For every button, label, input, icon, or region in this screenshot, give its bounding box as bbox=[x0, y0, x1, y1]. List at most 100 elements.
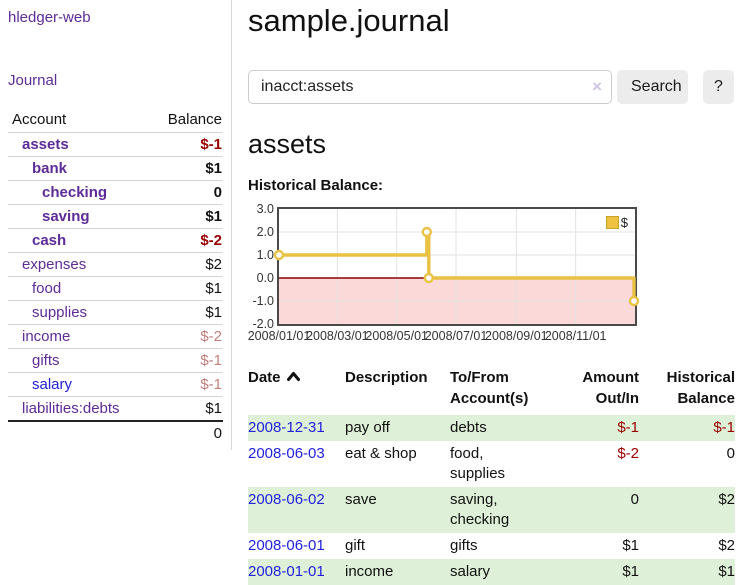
transaction-description: save bbox=[345, 491, 377, 508]
transaction-accounts: food, supplies bbox=[450, 445, 506, 482]
account-row: bank $1 bbox=[8, 156, 223, 181]
x-tick-label: 2008/11/01 bbox=[544, 329, 607, 343]
account-row: assets $-1 bbox=[8, 132, 223, 157]
account-link[interactable]: gifts bbox=[32, 352, 60, 369]
clear-search-icon[interactable]: × bbox=[592, 77, 602, 96]
app-title-link[interactable]: hledger-web bbox=[8, 9, 91, 26]
legend-label: $ bbox=[620, 215, 628, 230]
account-row: checking 0 bbox=[8, 180, 223, 205]
search-button[interactable]: Search bbox=[617, 70, 688, 104]
transaction-description: gift bbox=[345, 537, 366, 554]
register-header-row: Date Description To/From Account(s) Amou… bbox=[248, 365, 735, 415]
x-tick-label: 2008/03/01 bbox=[306, 329, 369, 343]
account-balance: $-1 bbox=[148, 372, 223, 397]
account-balance: $1 bbox=[148, 156, 223, 181]
transaction-date-link[interactable]: 2008-01-01 bbox=[248, 563, 325, 580]
account-link[interactable]: checking bbox=[42, 184, 108, 201]
account-balance: $1 bbox=[148, 300, 223, 325]
y-tick-label: 1.0 bbox=[256, 248, 274, 262]
register-row: 2008-06-02 save saving, checking 0 $2 bbox=[248, 487, 735, 533]
search-input[interactable] bbox=[248, 70, 612, 104]
account-row: food $1 bbox=[8, 276, 223, 301]
account-link[interactable]: supplies bbox=[32, 304, 88, 321]
transaction-balance: $2 bbox=[718, 491, 735, 508]
transaction-date-link[interactable]: 2008-06-01 bbox=[248, 537, 325, 554]
accounts-total-row: 0 bbox=[8, 420, 223, 445]
account-row: salary $-1 bbox=[8, 372, 223, 397]
account-row: liabilities:debts $1 bbox=[8, 396, 223, 421]
register-header-amount: Amount Out/In bbox=[582, 369, 639, 407]
x-tick-label: 2008/09/01 bbox=[485, 329, 548, 343]
account-balance: $1 bbox=[148, 276, 223, 301]
transaction-date-link[interactable]: 2008-06-02 bbox=[248, 491, 325, 508]
balance-chart: $ 3.0 2.0 1.0 0.0 -1.0 -2.0 2008/01/01 2008/03… bbox=[248, 202, 668, 345]
x-tick-label: 2008/05/01 bbox=[365, 329, 428, 343]
account-balance: $1 bbox=[148, 396, 223, 421]
legend-swatch bbox=[605, 216, 619, 229]
register-table: Date Description To/From Account(s) Amou… bbox=[248, 365, 735, 585]
account-row: cash $-2 bbox=[8, 228, 223, 253]
register-table-body: 2008-12-31 pay off debts $-1 $-1 2008-06… bbox=[248, 415, 735, 585]
transaction-accounts: debts bbox=[450, 419, 487, 436]
register-row: 2008-01-01 income salary $1 $1 bbox=[248, 559, 735, 585]
transaction-date-link[interactable]: 2008-06-03 bbox=[248, 445, 325, 462]
help-button[interactable]: ? bbox=[703, 70, 734, 104]
transaction-description: pay off bbox=[345, 419, 390, 436]
register-header-balance: Historical Balance bbox=[666, 369, 735, 407]
page-title: sample.journal bbox=[248, 3, 450, 38]
search-form: × Search ? bbox=[248, 70, 734, 104]
y-tick-label: 0.0 bbox=[256, 271, 274, 285]
account-row: supplies $1 bbox=[8, 300, 223, 325]
transaction-amount: $-2 bbox=[617, 445, 639, 462]
accounts-header-balance: Balance bbox=[167, 111, 222, 128]
account-row: gifts $-1 bbox=[8, 348, 223, 373]
account-link[interactable]: income bbox=[22, 328, 71, 345]
y-tick-label: 3.0 bbox=[256, 202, 274, 216]
account-link[interactable]: liabilities:debts bbox=[22, 400, 120, 417]
account-row: income $-2 bbox=[8, 324, 223, 349]
chart-plot[interactable]: $ bbox=[273, 207, 640, 326]
register-row: 2008-06-01 gift gifts $1 $2 bbox=[248, 533, 735, 559]
account-link[interactable]: bank bbox=[32, 160, 68, 177]
y-tick-label: -1.0 bbox=[252, 294, 274, 308]
x-tick-label: 2008/07/01 bbox=[424, 329, 488, 343]
transaction-balance: 0 bbox=[726, 445, 735, 462]
sort-ascending-icon bbox=[286, 367, 300, 388]
sidebar: hledger-web Journal Account Balance asse… bbox=[0, 0, 232, 450]
account-balance: $-1 bbox=[148, 348, 223, 373]
account-link[interactable]: cash bbox=[32, 232, 67, 249]
account-link[interactable]: expenses bbox=[22, 256, 87, 273]
accounts-header-row: Account Balance bbox=[8, 109, 223, 133]
account-balance: $-1 bbox=[148, 132, 223, 157]
transaction-amount: $1 bbox=[622, 563, 639, 580]
account-balance: $-2 bbox=[148, 228, 223, 253]
chart-line-svg bbox=[273, 209, 640, 324]
transaction-description: income bbox=[345, 563, 394, 580]
register-row: 2008-12-31 pay off debts $-1 $-1 bbox=[248, 415, 735, 441]
account-link[interactable]: food bbox=[32, 280, 62, 297]
sidebar-item-journal[interactable]: Journal bbox=[8, 72, 58, 89]
accounts-table-body: assets $-1 bank $1 checking 0 saving $1 … bbox=[8, 132, 223, 421]
main-content: sample.journal × Search ? assets Histori… bbox=[232, 0, 742, 585]
accounts-total-value: 0 bbox=[148, 420, 223, 445]
account-link[interactable]: saving bbox=[42, 208, 90, 225]
account-row: saving $1 bbox=[8, 204, 223, 229]
transaction-balance: $2 bbox=[718, 537, 735, 554]
transaction-balance: $-1 bbox=[713, 419, 735, 436]
transaction-amount: $1 bbox=[622, 537, 639, 554]
register-header-description: Description bbox=[345, 369, 428, 386]
register-row: 2008-06-03 eat & shop food, supplies $-2… bbox=[248, 441, 735, 487]
account-row: expenses $2 bbox=[8, 252, 223, 277]
account-balance: 0 bbox=[148, 180, 223, 205]
chart-legend: $ bbox=[603, 214, 630, 231]
register-header-date[interactable]: Date bbox=[248, 365, 345, 415]
account-heading: assets bbox=[248, 129, 327, 159]
transaction-date-link[interactable]: 2008-12-31 bbox=[248, 419, 325, 436]
account-link[interactable]: assets bbox=[22, 136, 69, 153]
chart-title: Historical Balance: bbox=[248, 177, 384, 194]
y-tick-label: 2.0 bbox=[256, 225, 274, 239]
transaction-amount: 0 bbox=[630, 491, 639, 508]
account-link[interactable]: salary bbox=[32, 376, 73, 393]
account-balance: $1 bbox=[148, 204, 223, 229]
